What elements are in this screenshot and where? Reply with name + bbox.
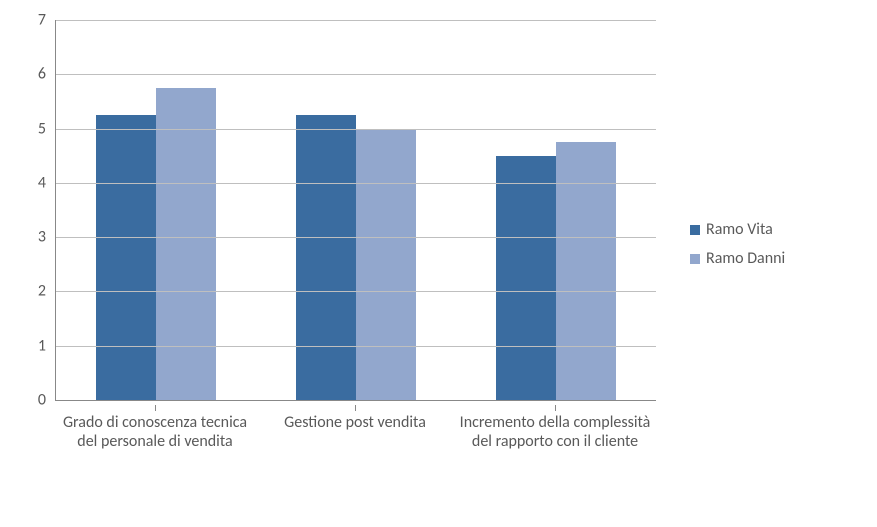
gridline [56,129,656,130]
x-axis-label: Grado di conoscenza tecnica del personal… [55,413,255,451]
x-tick [155,405,156,411]
y-tick-label: 5 [38,119,56,138]
y-tick-label: 4 [38,173,56,192]
y-tick-label: 6 [38,65,56,84]
legend-swatch [690,225,700,235]
y-tick-label: 3 [38,228,56,247]
bar [356,129,416,400]
bar [556,142,616,400]
gridline [56,346,656,347]
plot-area: 01234567 [55,20,656,401]
legend-label: Ramo Danni [706,249,785,268]
y-tick-label: 7 [38,11,56,30]
legend-label: Ramo Vita [706,220,773,239]
x-axis-label: Gestione post vendita [255,413,455,432]
bar [496,156,556,400]
legend-item: Ramo Danni [690,249,785,268]
legend: Ramo Vita Ramo Danni [690,210,785,278]
y-tick-label: 0 [38,391,56,410]
legend-item: Ramo Vita [690,220,785,239]
bars-layer [56,20,656,400]
bar [296,115,356,400]
gridline [56,20,656,21]
legend-swatch [690,254,700,264]
x-tick [355,405,356,411]
y-tick-label: 1 [38,336,56,355]
gridline [56,291,656,292]
x-axis-label: Incremento della complessità del rapport… [455,413,655,451]
bar [96,115,156,400]
gridline [56,183,656,184]
x-tick [555,405,556,411]
bar [156,88,216,400]
gridline [56,74,656,75]
y-tick-label: 2 [38,282,56,301]
gridline [56,237,656,238]
chart-container: 01234567 Grado di conoscenza tecnica del… [0,0,877,527]
